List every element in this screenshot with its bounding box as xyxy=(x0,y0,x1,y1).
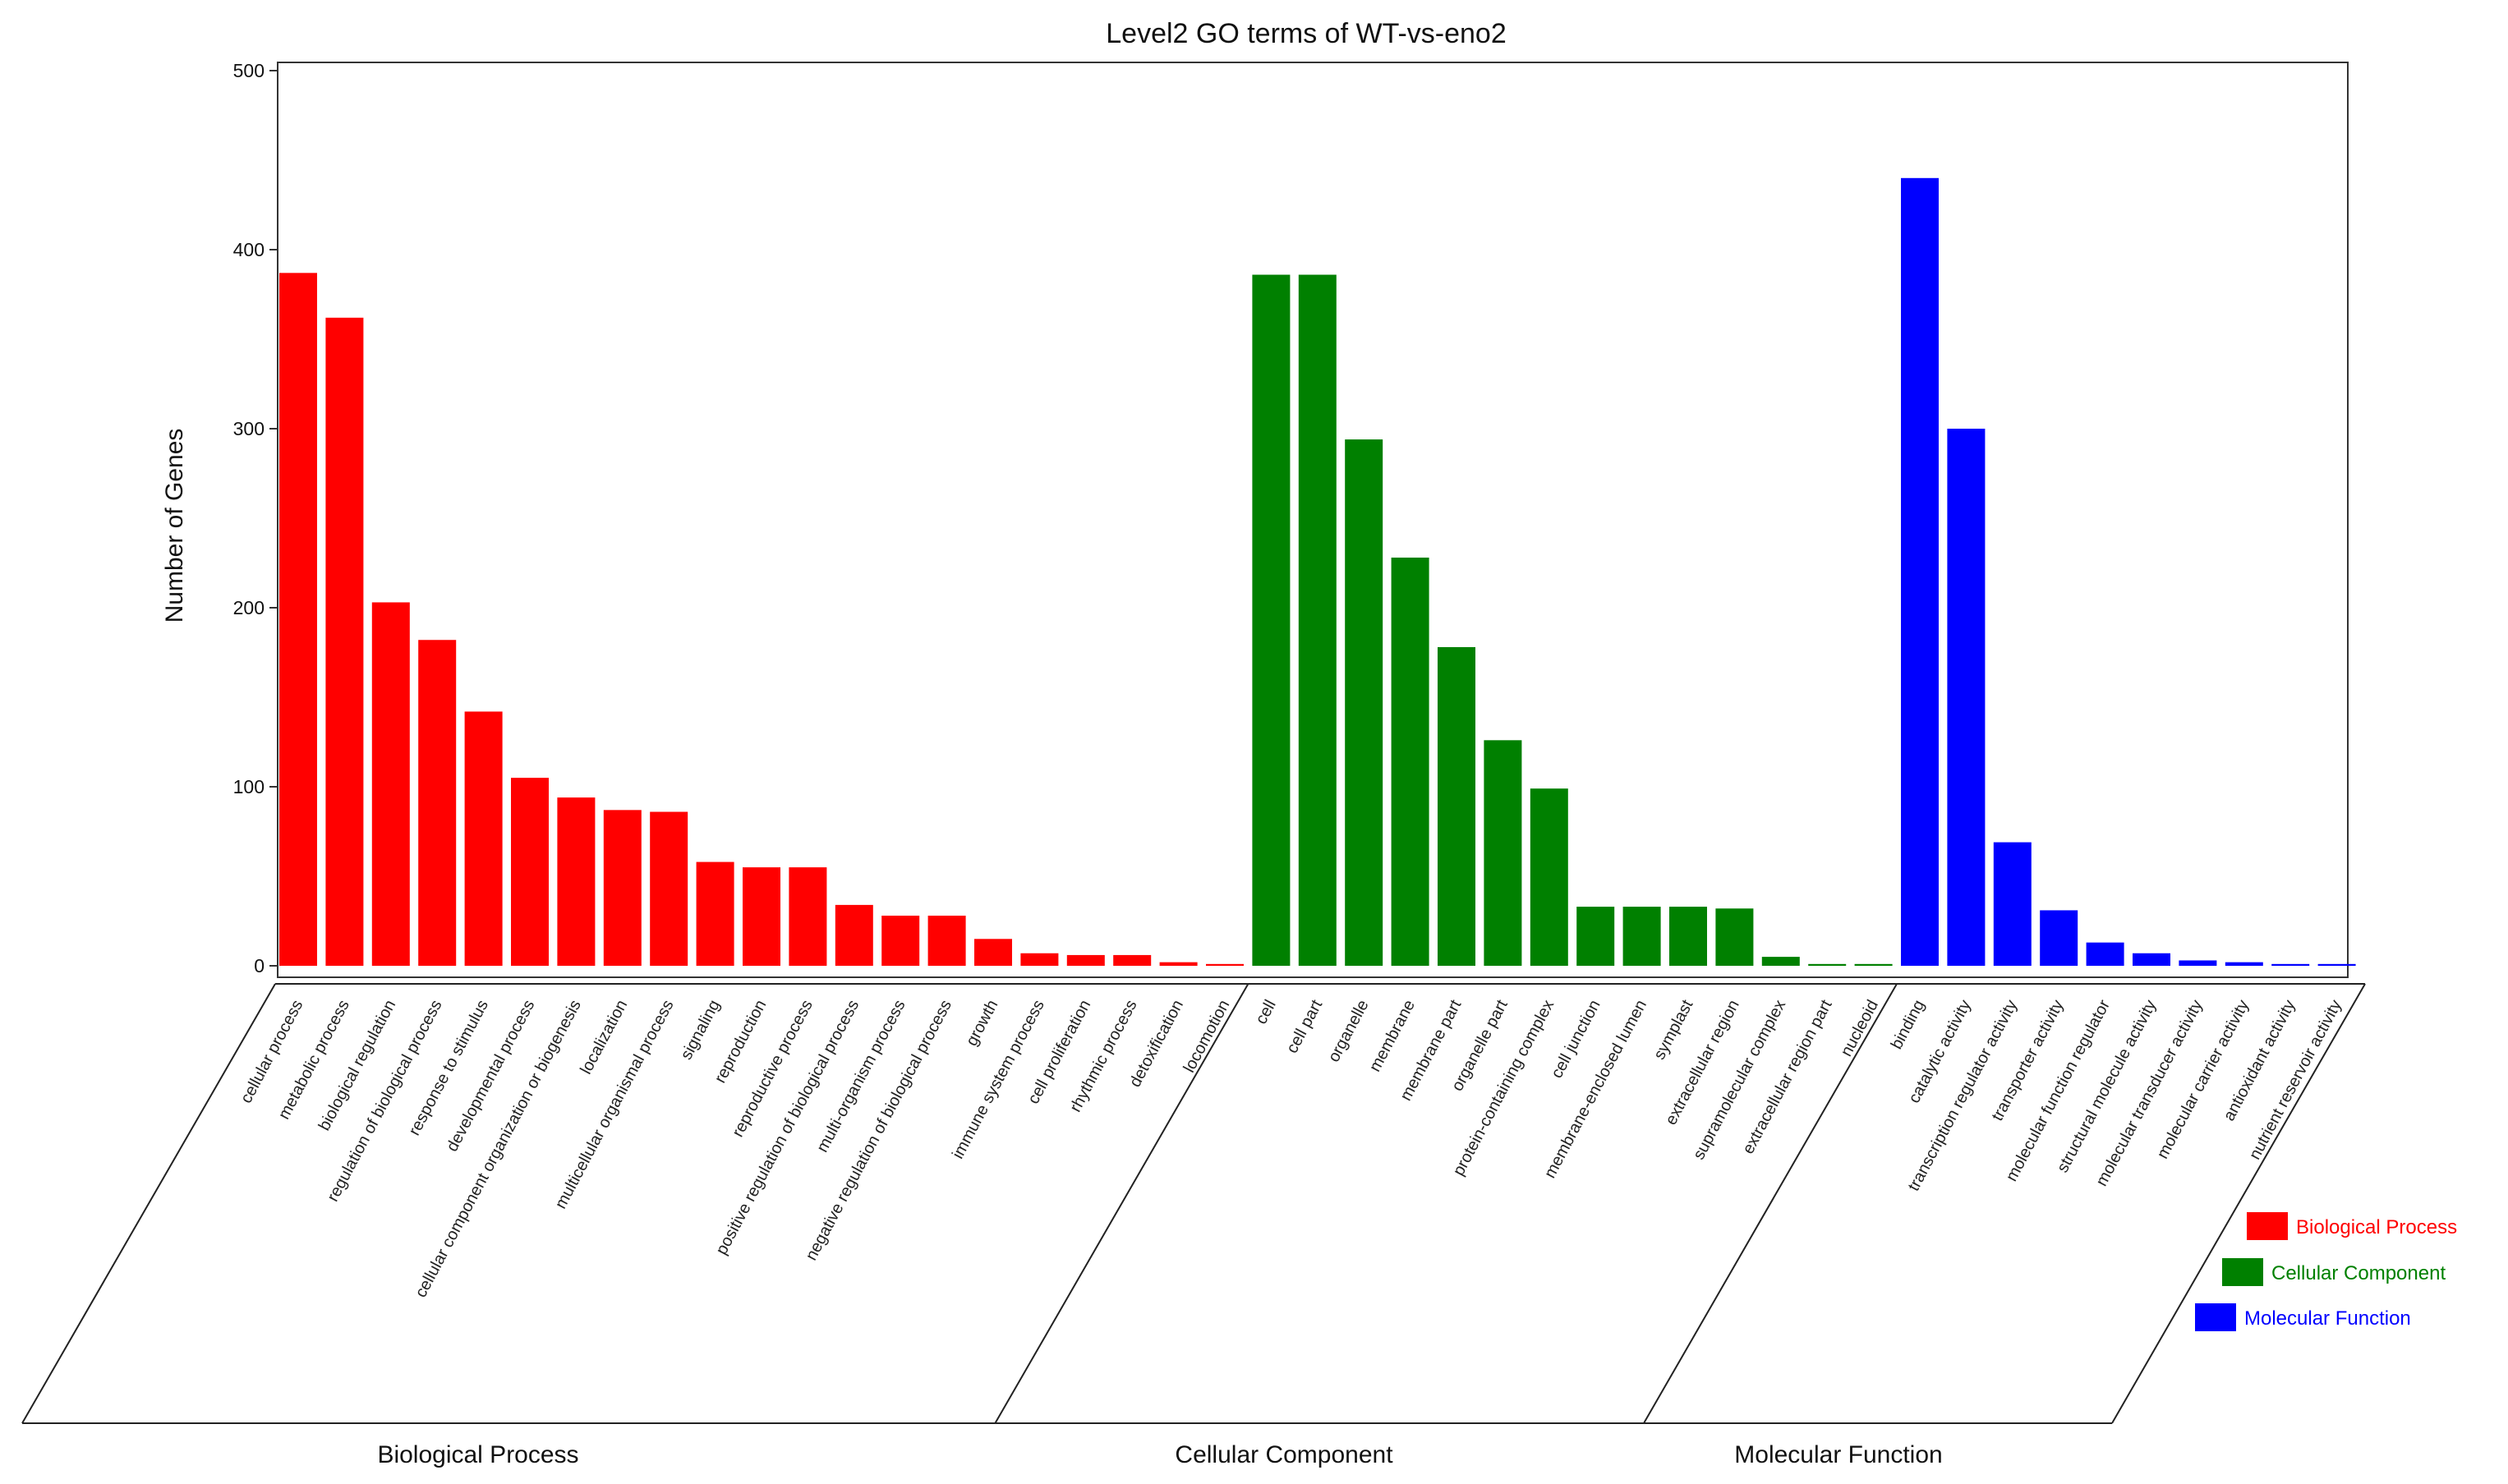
category-label: nucleoid xyxy=(1838,997,1882,1059)
bar-cellular-component xyxy=(1761,957,1800,966)
y-tick-label: 0 xyxy=(254,955,265,976)
legend-label: Cellular Component xyxy=(2271,1262,2446,1284)
bar-biological-process xyxy=(835,904,873,966)
bar-molecular-function xyxy=(1993,842,2032,966)
legend-swatch xyxy=(2195,1303,2236,1331)
bar-biological-process xyxy=(743,867,780,966)
bar-cellular-component xyxy=(1576,907,1615,966)
bar-biological-process xyxy=(1206,963,1244,966)
category-label: extracellular region part xyxy=(1739,997,1836,1157)
category-label: locomotion xyxy=(1180,997,1234,1076)
bar-biological-process xyxy=(371,602,410,966)
bar-cellular-component xyxy=(1345,439,1383,966)
bar-biological-process xyxy=(974,939,1012,966)
y-tick-label: 200 xyxy=(233,597,265,618)
chart-title: Level2 GO terms of WT-vs-eno2 xyxy=(1106,18,1507,49)
bar-molecular-function xyxy=(2086,942,2124,966)
category-label: localization xyxy=(577,997,631,1077)
category-label: cell xyxy=(1252,997,1280,1027)
legend-label: Molecular Function xyxy=(2244,1307,2411,1330)
legend-label: Biological Process xyxy=(2296,1216,2457,1238)
category-divider-line xyxy=(21,983,276,1424)
bar-cellular-component xyxy=(1715,908,1754,966)
y-tick-label: 400 xyxy=(233,239,265,260)
category-divider-line xyxy=(994,983,1249,1424)
bar-biological-process xyxy=(650,811,688,966)
y-tick-label: 500 xyxy=(233,60,265,81)
bar-biological-process xyxy=(1159,962,1198,966)
category-label: nutrient reservoir activity xyxy=(2246,997,2345,1163)
bar-biological-process xyxy=(789,867,827,966)
category-label: molecular carrier activity xyxy=(2154,997,2253,1162)
bar-cellular-component xyxy=(1622,907,1661,966)
bar-molecular-function xyxy=(1947,429,1986,966)
bar-molecular-function xyxy=(1901,177,1939,967)
bar-molecular-function xyxy=(2317,963,2356,966)
category-label: membrane xyxy=(1366,997,1419,1075)
legend-swatch xyxy=(2247,1212,2288,1240)
category-label: membrane-enclosed lumen xyxy=(1541,997,1650,1181)
bar-cellular-component xyxy=(1484,740,1522,966)
plot-frame xyxy=(277,62,2349,978)
group-label: Biological Process xyxy=(377,1441,578,1468)
category-label: organelle xyxy=(1325,997,1373,1065)
bar-biological-process xyxy=(464,711,503,966)
bar-cellular-component xyxy=(1252,274,1291,966)
bar-biological-process xyxy=(881,915,920,966)
bar-molecular-function xyxy=(2133,953,2170,966)
legend-swatch xyxy=(2222,1258,2263,1286)
bar-molecular-function xyxy=(2179,960,2217,966)
bar-biological-process xyxy=(927,915,966,966)
category-divider-line xyxy=(2111,983,2366,1424)
bar-biological-process xyxy=(511,778,549,966)
group-label: Molecular Function xyxy=(1734,1441,1942,1468)
bar-cellular-component xyxy=(1854,963,1893,966)
category-label: immune system process xyxy=(949,997,1048,1162)
bar-biological-process xyxy=(279,273,317,967)
category-label: signaling xyxy=(678,997,724,1063)
bar-molecular-function xyxy=(2225,962,2263,966)
bar-biological-process xyxy=(603,810,642,966)
y-axis-label: Number of Genes xyxy=(161,429,188,623)
bar-cellular-component xyxy=(1808,963,1847,966)
y-tick-label: 300 xyxy=(233,418,265,439)
bar-biological-process xyxy=(557,797,596,966)
bar-molecular-function xyxy=(2271,963,2310,966)
category-divider-line xyxy=(1643,983,1898,1424)
category-label: multi-organism process xyxy=(813,997,909,1155)
bar-biological-process xyxy=(1066,954,1105,966)
bar-cellular-component xyxy=(1298,274,1337,966)
bar-cellular-component xyxy=(1438,646,1475,966)
bar-biological-process xyxy=(696,861,734,966)
category-label: developmental process xyxy=(443,997,538,1155)
category-label: binding xyxy=(1888,997,1929,1052)
category-label: cell part xyxy=(1283,997,1327,1057)
bar-cellular-component xyxy=(1669,907,1707,966)
bar-cellular-component xyxy=(1391,557,1429,966)
bar-biological-process xyxy=(325,317,364,967)
bar-biological-process xyxy=(418,640,457,966)
bar-biological-process xyxy=(1020,953,1059,966)
bar-cellular-component xyxy=(1530,788,1568,966)
group-label: Cellular Component xyxy=(1175,1441,1393,1468)
bar-molecular-function xyxy=(2040,910,2078,966)
category-label: growth xyxy=(963,997,1002,1049)
y-tick-label: 100 xyxy=(233,776,265,797)
category-label: symplast xyxy=(1650,997,1697,1063)
category-label: supramolecular complex xyxy=(1690,997,1789,1163)
bar-biological-process xyxy=(1113,954,1152,966)
